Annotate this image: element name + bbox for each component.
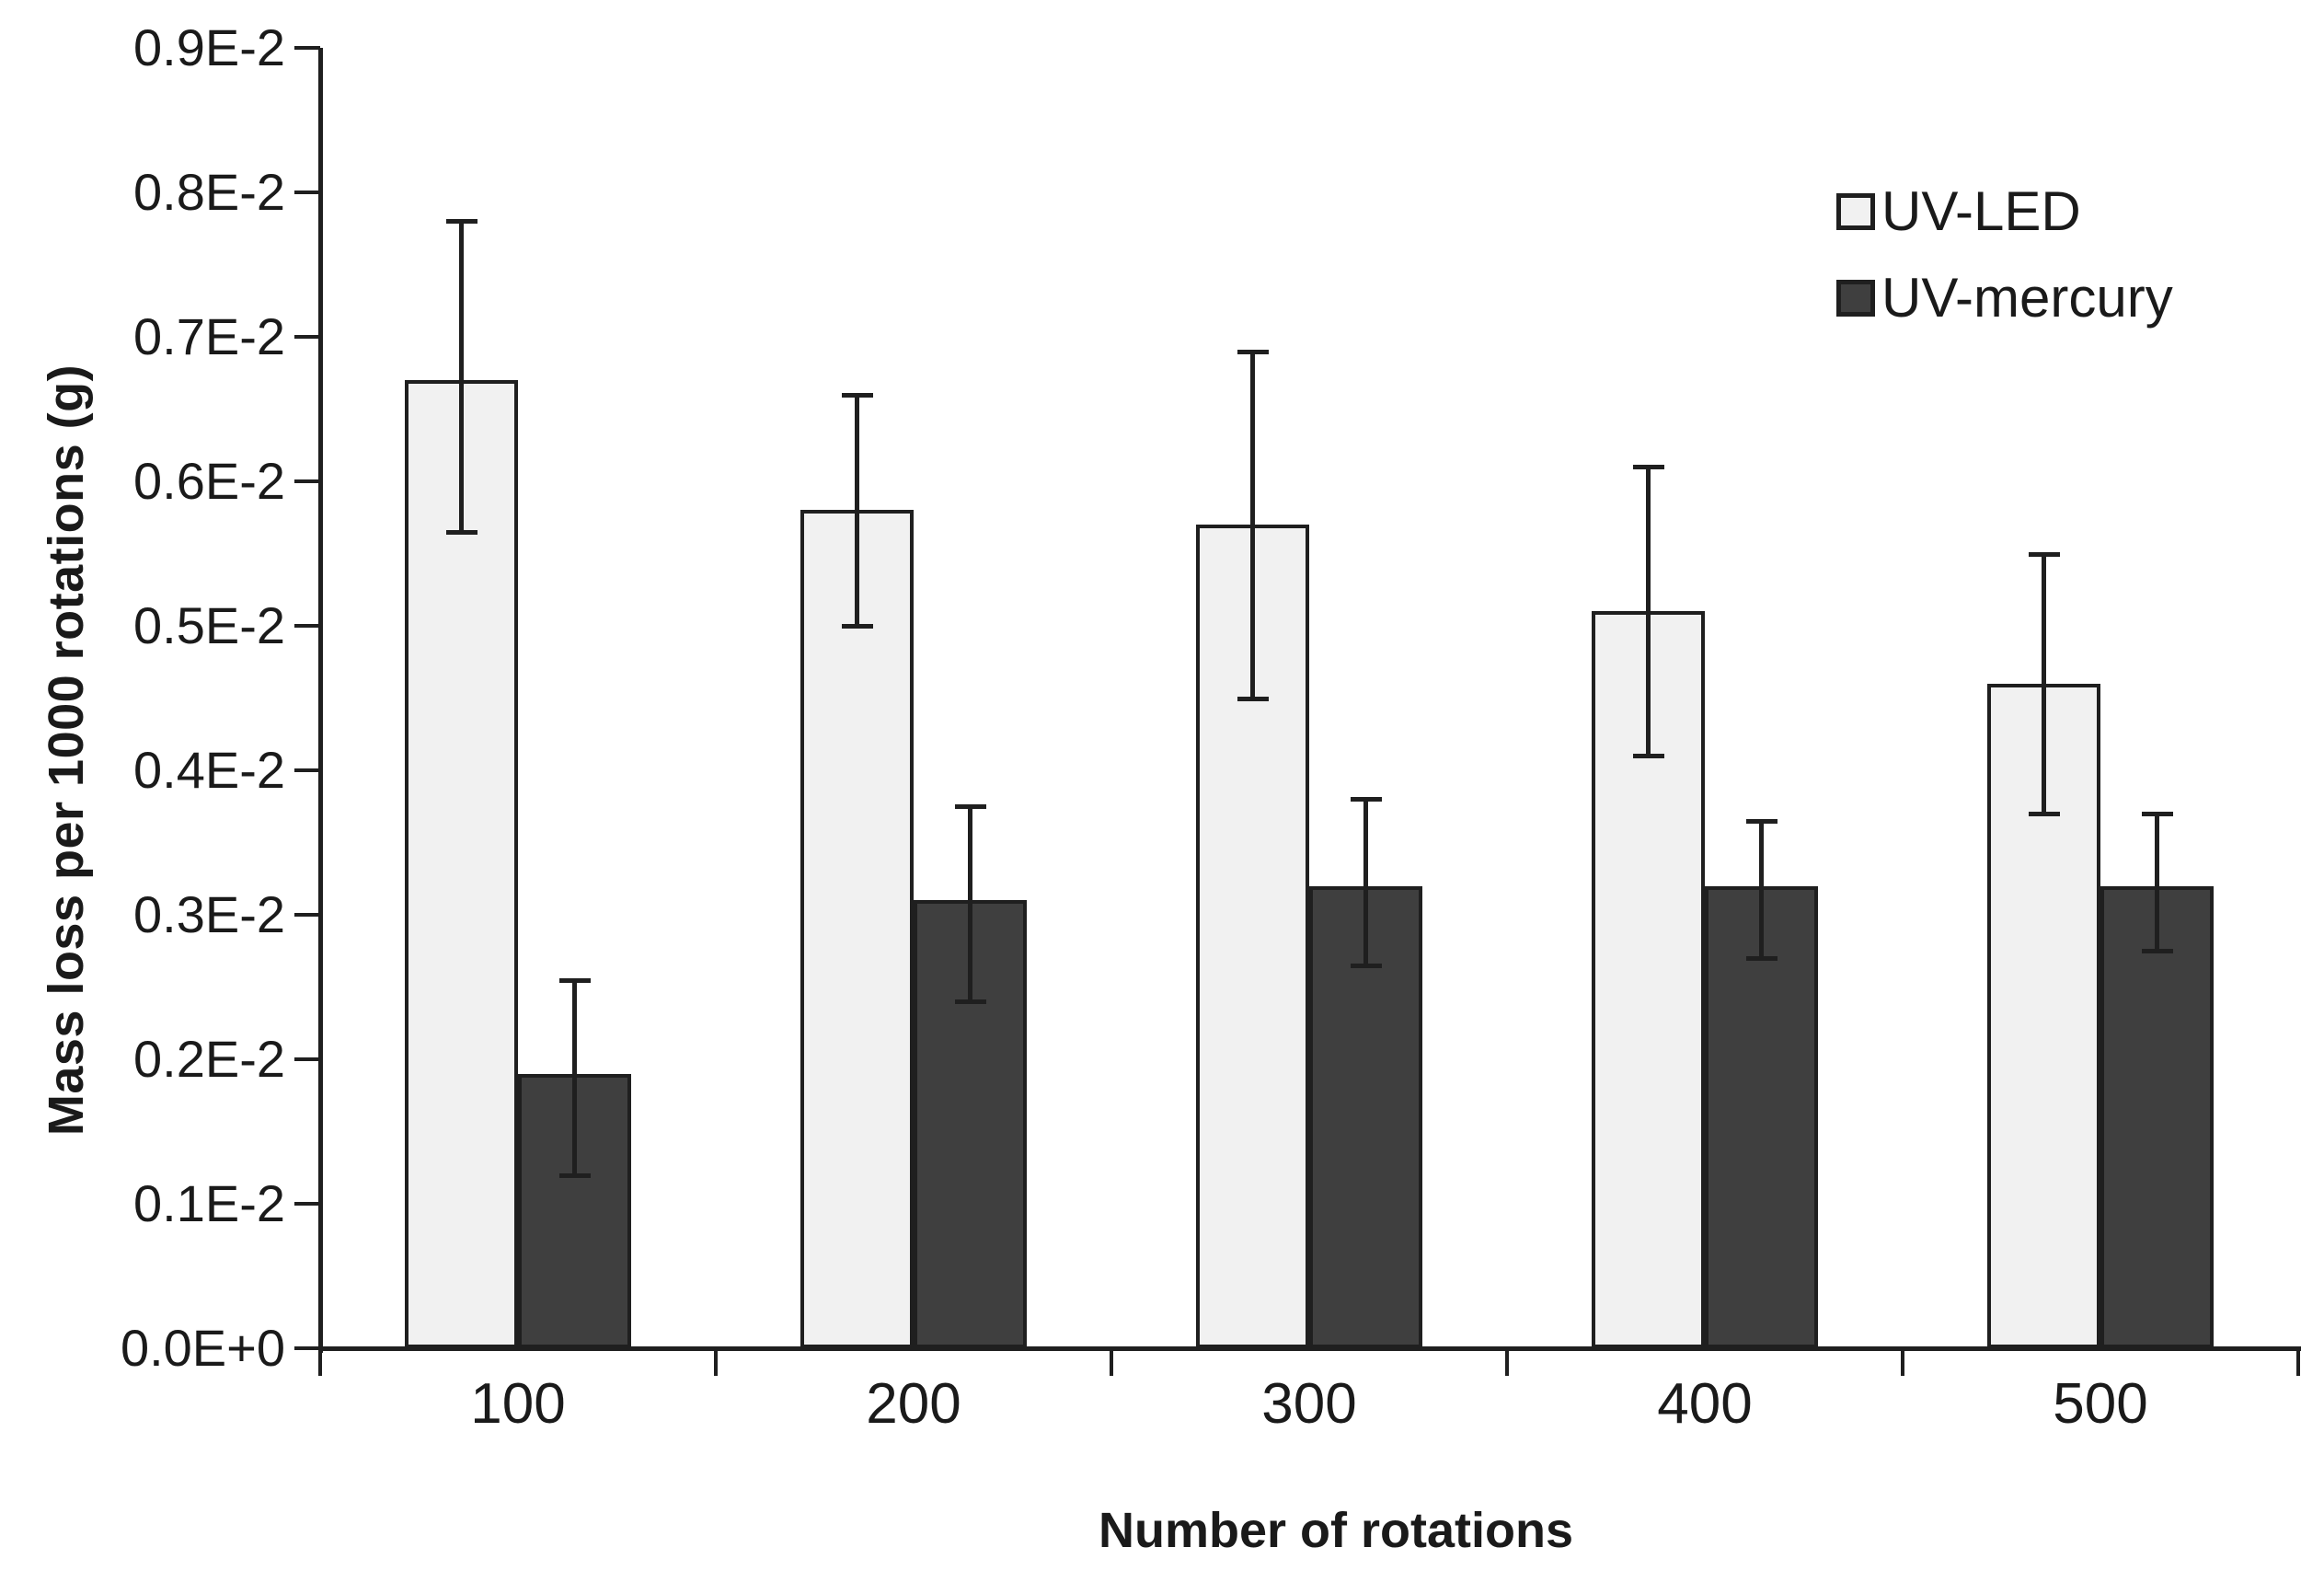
error-bar-cap-bottom — [2141, 949, 2173, 954]
uv-led-swatch — [1836, 193, 1875, 230]
y-tick — [294, 1202, 320, 1206]
y-tick-label: 0.3E-2 — [133, 885, 285, 943]
error-bar-cap-bottom — [558, 1172, 591, 1178]
error-bar-line — [968, 806, 972, 1002]
uv-mercury-swatch — [1836, 280, 1875, 317]
y-tick-label: 0.2E-2 — [133, 1030, 285, 1088]
y-tick-label: 0.8E-2 — [133, 163, 285, 221]
y-tick — [294, 624, 320, 628]
error-bar-cap-bottom — [1350, 963, 1382, 968]
error-bar-line — [572, 979, 577, 1175]
x-category-label: 200 — [866, 1372, 961, 1436]
bar-uv-mercury-400 — [1705, 885, 1818, 1348]
legend: UV-LED UV-mercury — [1836, 180, 2173, 353]
y-axis-line — [318, 48, 323, 1353]
error-bar-cap-bottom — [2028, 812, 2060, 817]
y-tick-label: 0.0E+0 — [120, 1319, 285, 1377]
x-tick — [1901, 1348, 1904, 1376]
error-bar-cap-top — [2141, 812, 2173, 817]
error-bar-line — [855, 394, 859, 626]
error-bar-line — [2155, 814, 2159, 952]
x-category-label: 300 — [1261, 1372, 1357, 1436]
error-bar-cap-top — [841, 392, 873, 398]
y-tick-label: 0.7E-2 — [133, 307, 285, 365]
error-bar-line — [1250, 351, 1255, 699]
error-bar-line — [2042, 553, 2046, 814]
legend-label-uv-mercury: UV-mercury — [1881, 267, 2173, 329]
legend-label-uv-led: UV-LED — [1881, 180, 2081, 242]
y-tick — [294, 913, 320, 917]
x-category-label: 500 — [2053, 1372, 2148, 1436]
legend-item-uv-led: UV-LED — [1836, 180, 2173, 243]
error-bar-cap-bottom — [1745, 956, 1778, 962]
y-tick-label: 0.6E-2 — [133, 452, 285, 510]
error-bar-line — [1759, 820, 1764, 959]
y-tick — [294, 1346, 320, 1350]
bar-uv-led-200 — [800, 510, 914, 1348]
x-tick — [1505, 1348, 1509, 1376]
error-bar-line — [1646, 467, 1651, 756]
x-axis-line — [318, 1346, 2301, 1351]
error-bar-cap-top — [445, 219, 477, 225]
bar-uv-led-100 — [405, 380, 518, 1348]
error-bar-cap-top — [1632, 465, 1664, 470]
y-tick — [294, 191, 320, 194]
error-bar-cap-top — [1350, 797, 1382, 803]
bar-uv-mercury-500 — [2100, 885, 2214, 1348]
error-bar-cap-top — [558, 977, 591, 983]
x-category-label: 100 — [470, 1372, 566, 1436]
y-tick-label: 0.5E-2 — [133, 596, 285, 654]
error-bar-cap-top — [1237, 349, 1269, 354]
y-tick — [294, 768, 320, 772]
y-tick-label: 0.1E-2 — [133, 1174, 285, 1232]
error-bar-cap-top — [1745, 818, 1778, 824]
error-bar-cap-bottom — [445, 529, 477, 535]
x-category-label: 400 — [1657, 1372, 1753, 1436]
x-tick — [2296, 1348, 2300, 1376]
y-tick-label: 0.4E-2 — [133, 741, 285, 799]
error-bar-cap-bottom — [1237, 696, 1269, 701]
error-bar-line — [1363, 799, 1368, 965]
x-tick — [714, 1348, 718, 1376]
y-tick — [294, 46, 320, 50]
error-bar-cap-bottom — [841, 624, 873, 629]
error-bar-cap-bottom — [954, 999, 986, 1005]
y-tick — [294, 479, 320, 483]
y-tick-label: 0.9E-2 — [133, 18, 285, 76]
error-bar-cap-bottom — [1632, 754, 1664, 759]
legend-item-uv-mercury: UV-mercury — [1836, 267, 2173, 329]
error-bar-cap-top — [954, 804, 986, 810]
x-axis-title: Number of rotations — [1098, 1503, 1574, 1558]
error-bar-line — [459, 221, 464, 532]
x-tick — [318, 1348, 322, 1376]
y-tick — [294, 1057, 320, 1061]
x-tick — [1110, 1348, 1113, 1376]
error-bar-cap-top — [2028, 551, 2060, 557]
y-tick — [294, 335, 320, 339]
